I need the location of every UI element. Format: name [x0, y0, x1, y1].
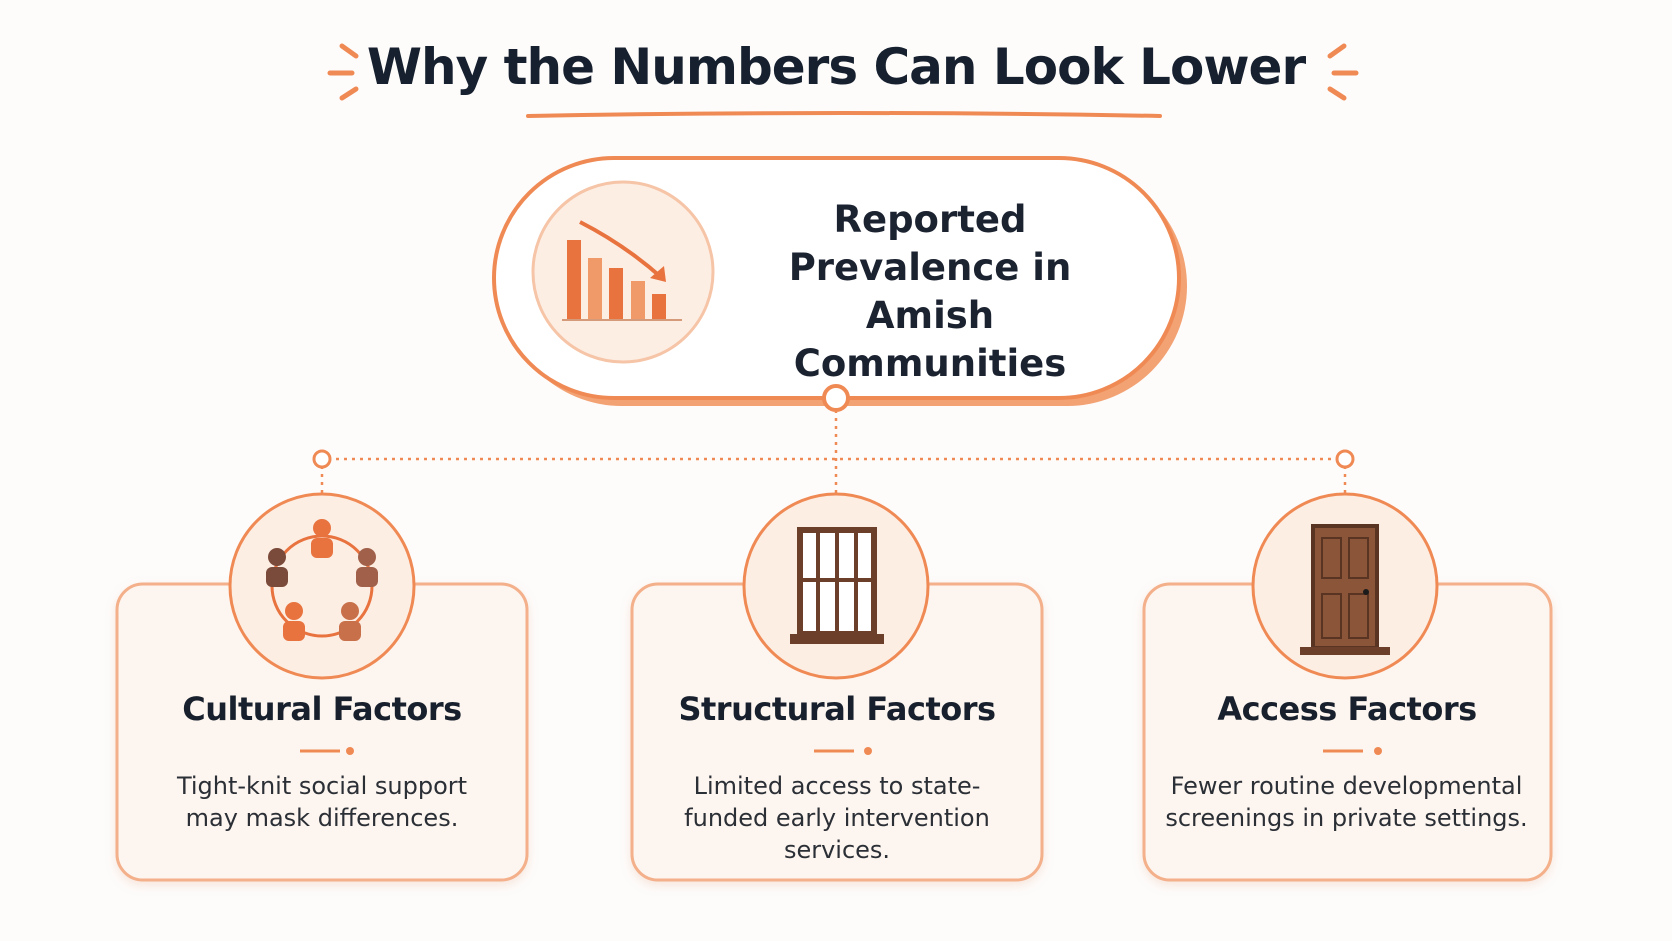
chart-icon: [562, 220, 682, 321]
connector-node: [1335, 449, 1355, 469]
door-icon: [1300, 524, 1390, 655]
card-description: Limited access to state-funded early int…: [684, 772, 990, 864]
window-icon: [790, 527, 884, 644]
title-accents: [327, 43, 1359, 101]
card-title: Structural Factors: [678, 690, 996, 728]
title-underline: [526, 111, 1162, 118]
card-description: Tight-knit social support may mask diffe…: [176, 772, 468, 832]
cards: [115, 582, 1553, 882]
connector-node: [822, 384, 850, 412]
connectors: [320, 410, 1347, 493]
center-label: Reported Prevalence in Amish Communities: [788, 198, 1072, 385]
title: Why the Numbers Can Look Lower: [366, 38, 1306, 96]
card-title: Access Factors: [1217, 690, 1477, 728]
card-title: Cultural Factors: [182, 690, 462, 728]
card-description: Fewer routine developmental screenings i…: [1165, 772, 1528, 832]
card-accent-dots: [346, 747, 1382, 755]
people-icon: [266, 519, 378, 641]
connector-node: [312, 449, 332, 469]
